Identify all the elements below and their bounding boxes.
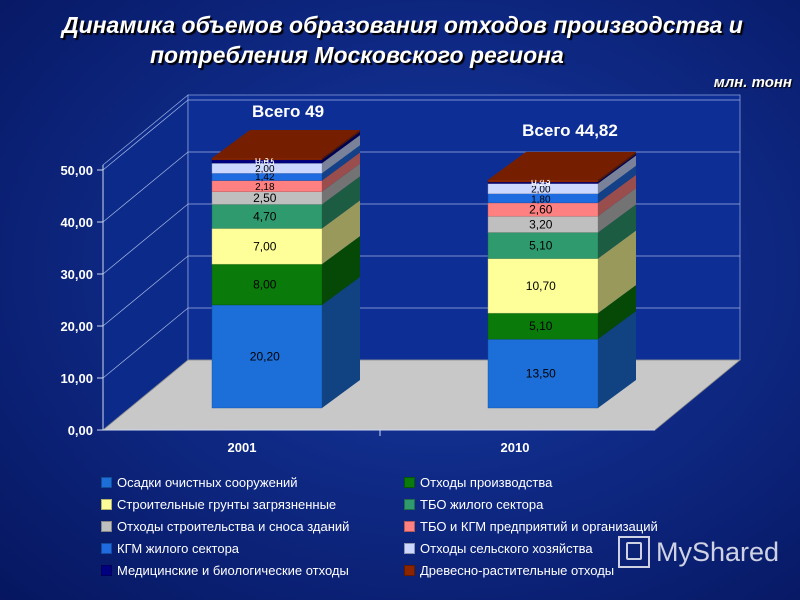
- bar-segment-side: [598, 188, 636, 233]
- bar-segment-side: [322, 276, 360, 408]
- gridline-side: [102, 151, 189, 223]
- data-label: 20,20: [250, 349, 280, 363]
- watermark-logo-icon: [618, 536, 650, 568]
- bar-segment: [487, 232, 599, 259]
- data-label: 7,00: [253, 239, 277, 253]
- bar-segment-side: [598, 155, 636, 194]
- bar-segment: [487, 312, 599, 340]
- bar-segment: [211, 304, 323, 409]
- watermark-text: MyShared: [656, 536, 780, 567]
- chart-title: Динамика объемов образования отходов про…: [40, 10, 800, 70]
- data-label: 0,29: [531, 178, 551, 189]
- data-label: 2,18: [255, 182, 275, 193]
- bar-segment-side: [322, 236, 360, 305]
- bar-segment-side: [322, 130, 360, 160]
- chart-floor: [101, 359, 742, 431]
- bar-segment-side: [598, 154, 636, 184]
- bar-segment: [487, 338, 599, 409]
- bar-top: [488, 151, 636, 180]
- gridline-side: [102, 99, 189, 171]
- data-label: 4,70: [253, 209, 277, 223]
- data-label: 10,70: [526, 279, 556, 293]
- data-label: 2,00: [531, 185, 551, 196]
- gridline-side: [102, 255, 189, 327]
- bar-segment-side: [598, 285, 636, 340]
- total-label: Всего 49: [252, 102, 324, 121]
- gridline-side: [102, 203, 189, 275]
- bar-stack-2001: 20,20 8,00 7,00 4,70 2,502,181,422,000,630,3…: [211, 130, 360, 409]
- bar-segment: [211, 263, 323, 306]
- bar-segment-side: [598, 311, 636, 408]
- y-tick-label: 10,00: [60, 371, 93, 386]
- data-label: 5,10: [529, 319, 553, 333]
- bar-segment-side: [322, 152, 360, 192]
- data-label: 1,80: [531, 194, 551, 205]
- x-tick-label: 2001: [228, 440, 257, 455]
- y-tick-label: 20,00: [60, 319, 93, 334]
- bar-segment-side: [322, 135, 360, 174]
- data-label: 2,50: [253, 191, 277, 205]
- y-tick-label: 50,00: [60, 163, 93, 178]
- bar-top: [212, 130, 360, 158]
- data-label: 0,63: [255, 156, 275, 167]
- bar-segment-side: [598, 204, 636, 259]
- bar-segment-side: [598, 151, 636, 183]
- total-label: Всего 44,82: [522, 121, 618, 140]
- data-label: 2,00: [255, 164, 275, 175]
- unit-label: млн. тонн: [713, 74, 792, 91]
- data-label: 0,43: [531, 176, 551, 187]
- data-label: 13,50: [526, 367, 556, 381]
- data-label: 3,20: [529, 217, 553, 231]
- data-label: 0,37: [255, 154, 275, 165]
- chart-title-line2: потребления Московского региона: [150, 42, 564, 68]
- bar-segment-side: [322, 176, 360, 229]
- bar-segment-side: [322, 131, 360, 164]
- bar-segment-side: [322, 200, 360, 265]
- x-tick-label: 2010: [501, 440, 530, 455]
- bar-segment-side: [598, 230, 636, 314]
- data-label: 5,10: [529, 239, 553, 253]
- bar-segment-side: [598, 174, 636, 217]
- y-tick-label: 30,00: [60, 267, 93, 282]
- watermark: MyShared: [618, 536, 779, 568]
- bar-segment-side: [598, 165, 636, 203]
- y-tick-label: 0,00: [68, 423, 93, 438]
- data-label: 1,42: [255, 172, 275, 183]
- bar-segment-side: [322, 145, 360, 181]
- bar-segment-side: [322, 163, 360, 205]
- y-tick-label: 40,00: [60, 215, 93, 230]
- chart-title-line1: Динамика объемов образования отходов про…: [62, 12, 743, 38]
- bar-stack-2010: 13,50 5,10 10,70 5,10 3,202,601,802,000,290,…: [487, 151, 636, 409]
- data-label: 8,00: [253, 278, 277, 292]
- data-label: 2,60: [529, 203, 553, 217]
- gridline-side: [102, 307, 189, 379]
- bar-segment: [487, 258, 599, 314]
